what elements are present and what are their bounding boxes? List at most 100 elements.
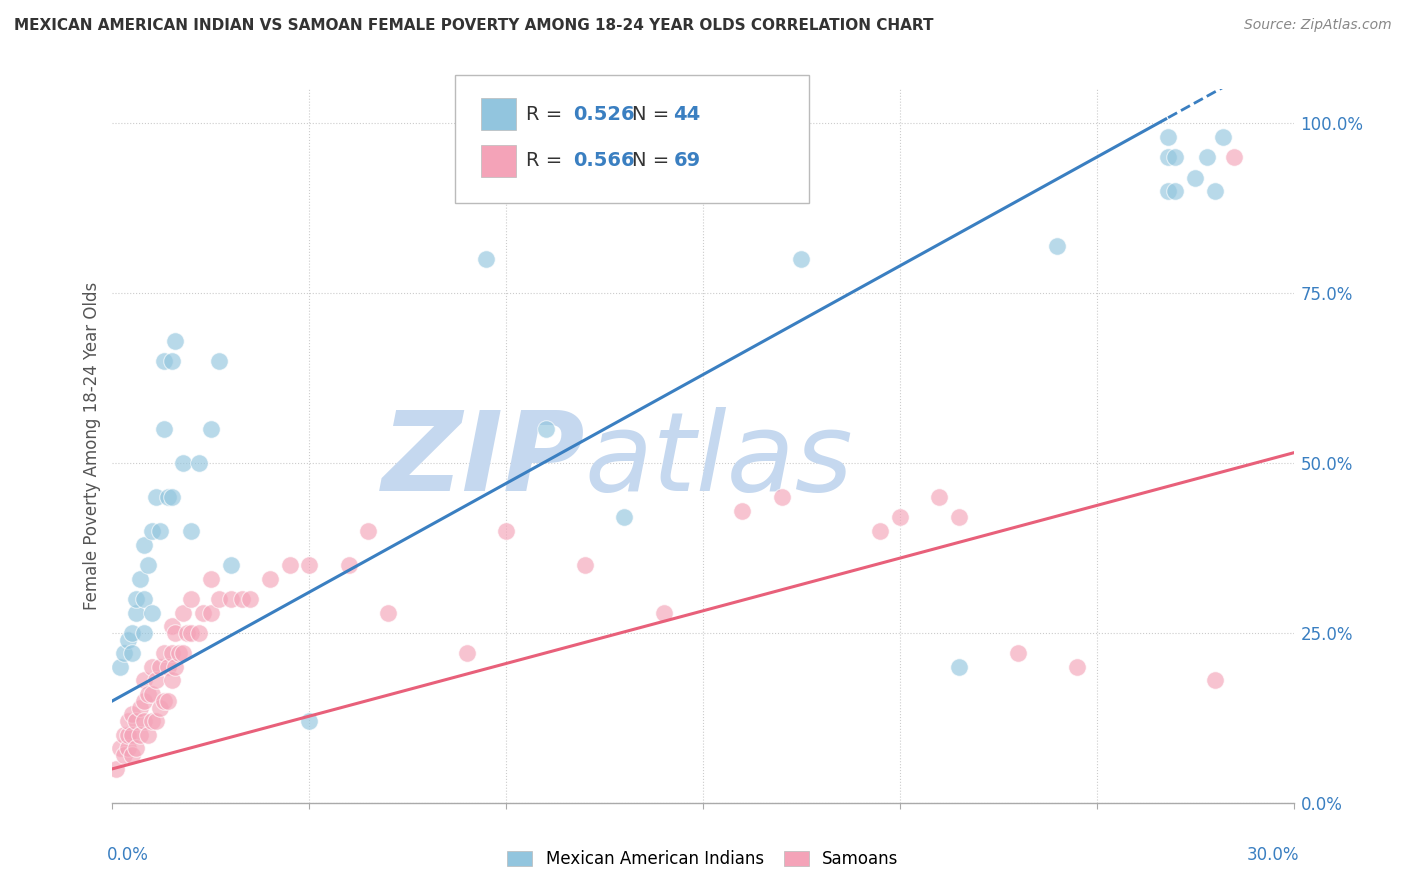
- Point: [172, 456, 194, 470]
- Point: [613, 510, 636, 524]
- Text: N =: N =: [633, 151, 676, 170]
- Point: [790, 252, 813, 266]
- Point: [188, 456, 211, 470]
- Text: ZIP: ZIP: [381, 407, 585, 514]
- Point: [160, 490, 183, 504]
- Point: [156, 694, 179, 708]
- Point: [136, 558, 159, 572]
- Point: [534, 422, 557, 436]
- Point: [475, 252, 498, 266]
- Point: [125, 606, 148, 620]
- Point: [889, 510, 911, 524]
- FancyBboxPatch shape: [481, 98, 516, 130]
- Point: [219, 558, 242, 572]
- Text: MEXICAN AMERICAN INDIAN VS SAMOAN FEMALE POVERTY AMONG 18-24 YEAR OLDS CORRELATI: MEXICAN AMERICAN INDIAN VS SAMOAN FEMALE…: [14, 18, 934, 33]
- Point: [121, 707, 143, 722]
- Point: [1164, 184, 1187, 198]
- Point: [117, 632, 139, 647]
- Point: [1156, 150, 1178, 164]
- Point: [200, 606, 222, 620]
- Point: [180, 591, 202, 606]
- Point: [132, 694, 155, 708]
- Point: [1204, 673, 1226, 688]
- Point: [141, 606, 163, 620]
- Point: [165, 334, 187, 348]
- Point: [117, 714, 139, 729]
- Point: [456, 646, 478, 660]
- Point: [121, 626, 143, 640]
- Point: [948, 510, 970, 524]
- Text: 0.566: 0.566: [574, 151, 634, 170]
- Point: [145, 714, 167, 729]
- Point: [156, 490, 179, 504]
- Text: atlas: atlas: [585, 407, 853, 514]
- Point: [259, 572, 281, 586]
- Point: [129, 700, 152, 714]
- Point: [869, 524, 891, 538]
- Text: N =: N =: [633, 104, 676, 124]
- Point: [1066, 660, 1088, 674]
- Point: [172, 646, 194, 660]
- Point: [149, 524, 172, 538]
- Point: [208, 591, 231, 606]
- Point: [110, 741, 132, 756]
- Point: [152, 354, 174, 368]
- Point: [928, 490, 950, 504]
- Point: [770, 490, 793, 504]
- Point: [652, 606, 675, 620]
- Point: [136, 687, 159, 701]
- Point: [180, 524, 202, 538]
- Text: Source: ZipAtlas.com: Source: ZipAtlas.com: [1244, 18, 1392, 32]
- Point: [377, 606, 399, 620]
- Legend: Mexican American Indians, Samoans: Mexican American Indians, Samoans: [501, 844, 905, 875]
- Point: [160, 619, 183, 633]
- Point: [152, 694, 174, 708]
- Point: [132, 626, 155, 640]
- Point: [1195, 150, 1218, 164]
- Point: [278, 558, 301, 572]
- Point: [200, 572, 222, 586]
- Point: [1046, 238, 1069, 252]
- Point: [219, 591, 242, 606]
- Text: 0.0%: 0.0%: [107, 846, 149, 863]
- Point: [495, 524, 517, 538]
- Point: [112, 728, 135, 742]
- Point: [208, 354, 231, 368]
- Point: [298, 558, 321, 572]
- Point: [239, 591, 262, 606]
- Point: [117, 741, 139, 756]
- Point: [160, 354, 183, 368]
- Point: [132, 591, 155, 606]
- Point: [200, 422, 222, 436]
- Point: [231, 591, 253, 606]
- Point: [132, 714, 155, 729]
- Point: [180, 626, 202, 640]
- Point: [156, 660, 179, 674]
- Point: [1164, 150, 1187, 164]
- Point: [121, 728, 143, 742]
- Point: [117, 728, 139, 742]
- Point: [149, 700, 172, 714]
- Text: R =: R =: [526, 151, 568, 170]
- Text: 69: 69: [673, 151, 700, 170]
- Point: [110, 660, 132, 674]
- Point: [121, 646, 143, 660]
- Point: [145, 490, 167, 504]
- Point: [125, 714, 148, 729]
- Point: [1212, 129, 1234, 144]
- Point: [948, 660, 970, 674]
- Point: [337, 558, 360, 572]
- Point: [191, 606, 214, 620]
- Point: [731, 503, 754, 517]
- Point: [1184, 170, 1206, 185]
- Point: [160, 646, 183, 660]
- Point: [145, 673, 167, 688]
- Point: [141, 524, 163, 538]
- Point: [152, 422, 174, 436]
- FancyBboxPatch shape: [481, 145, 516, 177]
- Point: [1204, 184, 1226, 198]
- Point: [129, 572, 152, 586]
- Point: [141, 660, 163, 674]
- Text: 44: 44: [673, 104, 700, 124]
- Y-axis label: Female Poverty Among 18-24 Year Olds: Female Poverty Among 18-24 Year Olds: [83, 282, 101, 610]
